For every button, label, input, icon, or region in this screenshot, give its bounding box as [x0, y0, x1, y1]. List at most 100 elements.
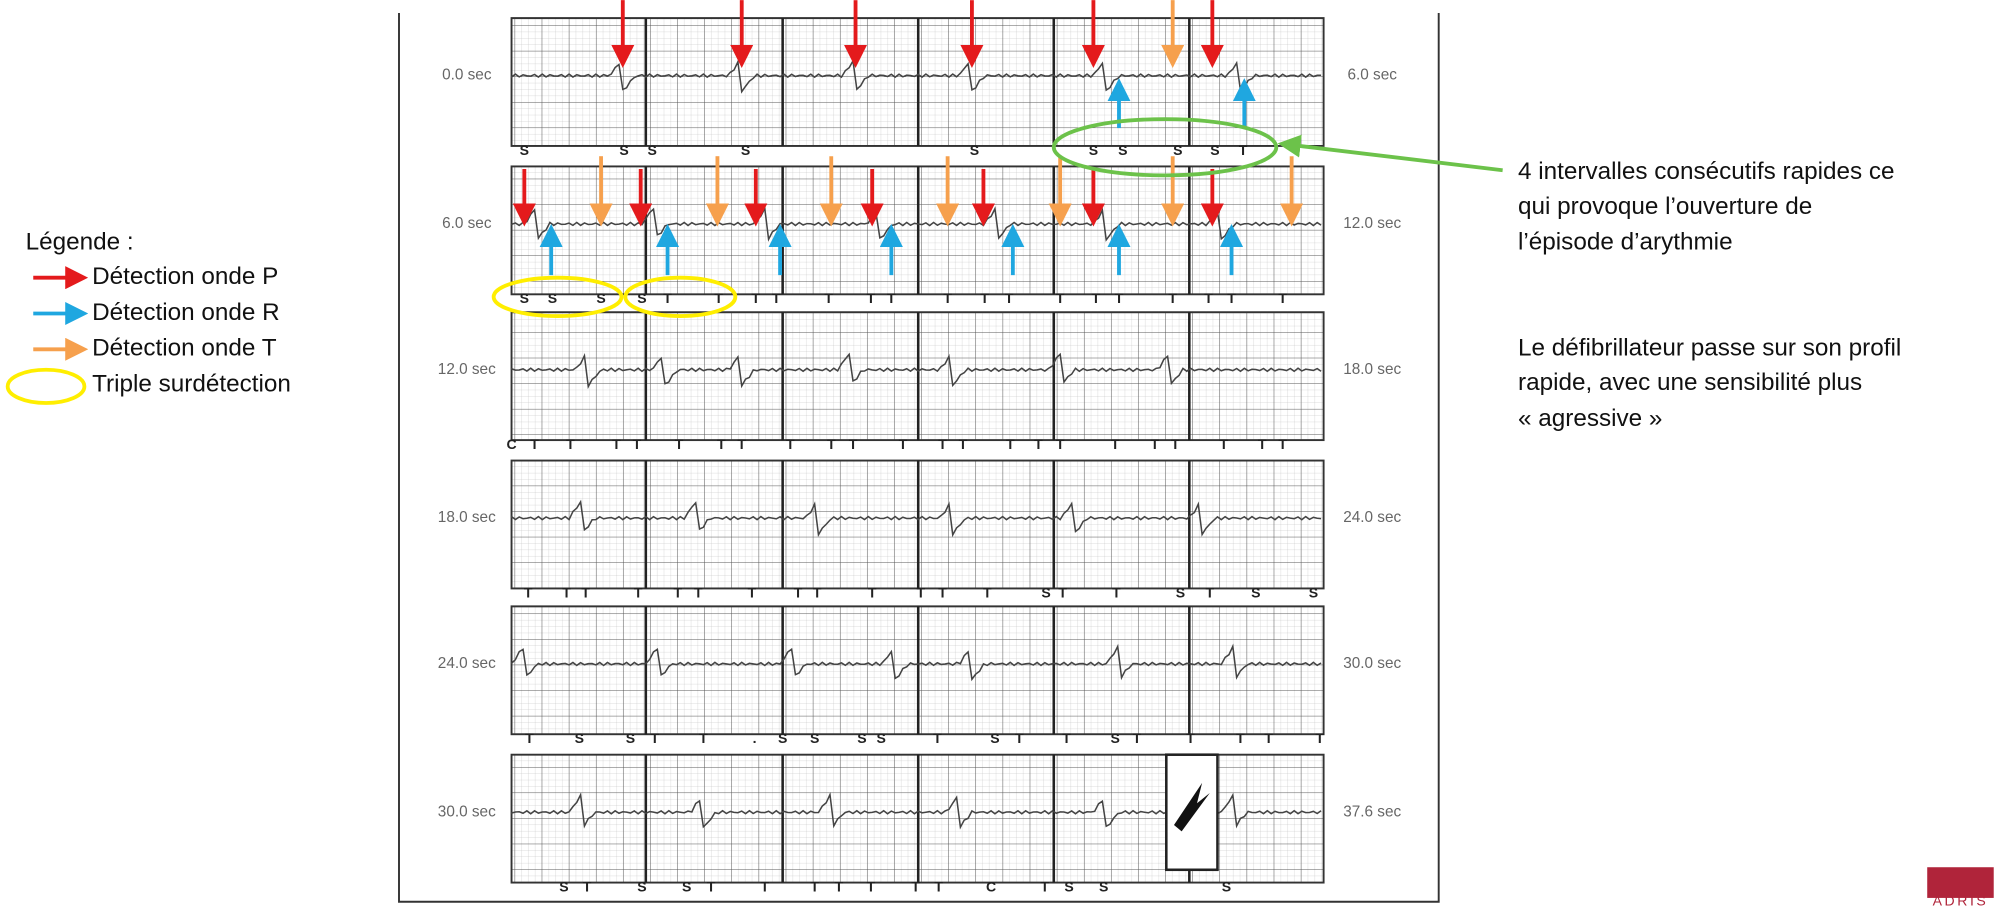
- marker: S: [1099, 878, 1108, 894]
- marker: T: [1062, 730, 1071, 746]
- marker: T: [772, 290, 781, 306]
- marker: S: [637, 878, 646, 894]
- marker: T: [714, 290, 723, 306]
- marker: S: [520, 290, 529, 306]
- time-end: 24.0 sec: [1343, 509, 1401, 526]
- marker: S: [1251, 584, 1260, 600]
- marker: T: [786, 436, 795, 452]
- marker: T: [1034, 436, 1043, 452]
- annotation: « agressive »: [1518, 405, 1662, 432]
- triple-oversensing: [623, 275, 738, 318]
- marker: T: [810, 878, 819, 894]
- time-start: 0.0 sec: [442, 67, 492, 84]
- marker: T: [983, 584, 992, 600]
- triple-oversensing: [491, 275, 624, 318]
- marker: T: [813, 584, 822, 600]
- marker: T: [1005, 290, 1014, 306]
- marker: T: [849, 436, 858, 452]
- marker: S: [741, 142, 750, 158]
- marker: T: [673, 584, 682, 600]
- marker: T: [1171, 436, 1180, 452]
- legend-item: Détection onde P: [92, 263, 278, 290]
- marker: T: [938, 436, 947, 452]
- logo-text: ADRIS: [1933, 892, 1989, 908]
- marker: T: [525, 730, 534, 746]
- legend-item: Triple surdétection: [92, 371, 291, 398]
- marker: T: [663, 290, 672, 306]
- marker: T: [752, 290, 761, 306]
- annotation: 4 intervalles consécutifs rapides ce: [1518, 158, 1895, 185]
- marker: S: [548, 290, 557, 306]
- marker: S: [1064, 878, 1073, 894]
- time-end: 30.0 sec: [1343, 655, 1401, 672]
- marker: S: [619, 142, 628, 158]
- marker: T: [675, 436, 684, 452]
- marker: T: [583, 878, 592, 894]
- callout-arrow: [1277, 134, 1503, 173]
- marker: T: [1186, 730, 1195, 746]
- time-end: 6.0 sec: [1347, 67, 1397, 84]
- marker: S: [970, 142, 979, 158]
- time-end: 37.6 sec: [1343, 803, 1401, 820]
- marker: T: [1112, 584, 1121, 600]
- marker: S: [596, 290, 605, 306]
- marker: T: [867, 290, 876, 306]
- marker: S: [1118, 142, 1127, 158]
- marker: T: [980, 290, 989, 306]
- marker: S: [559, 878, 568, 894]
- marker: T: [1168, 290, 1177, 306]
- marker: T: [1041, 878, 1050, 894]
- marker: T: [899, 436, 908, 452]
- marker: T: [760, 878, 769, 894]
- marker: T: [737, 436, 746, 452]
- marker: T: [1056, 290, 1065, 306]
- marker: T: [827, 436, 836, 452]
- marker: T: [562, 584, 571, 600]
- marker: T: [1315, 730, 1324, 746]
- time-start: 18.0 sec: [438, 509, 496, 526]
- marker: T: [612, 436, 621, 452]
- time-end: 12.0 sec: [1343, 215, 1401, 232]
- marker: T: [1278, 290, 1287, 306]
- marker: T: [530, 436, 539, 452]
- marker: T: [1006, 436, 1015, 452]
- marker: S: [1041, 584, 1050, 600]
- shock-box: [1165, 753, 1219, 872]
- marker: S: [1173, 142, 1182, 158]
- time-start: 24.0 sec: [438, 655, 496, 672]
- marker: S: [810, 730, 819, 746]
- marker: T: [650, 730, 659, 746]
- marker: T: [1056, 436, 1065, 452]
- marker: T: [1151, 436, 1160, 452]
- marker: T: [1115, 290, 1124, 306]
- marker: S: [637, 290, 646, 306]
- marker: S: [520, 142, 529, 158]
- marker: T: [938, 584, 947, 600]
- logo: [1927, 867, 1994, 898]
- marker: T: [1220, 436, 1229, 452]
- marker: S: [1089, 142, 1098, 158]
- marker: S: [626, 730, 635, 746]
- marker: T: [824, 290, 833, 306]
- time-end: 18.0 sec: [1343, 361, 1401, 378]
- marker: T: [916, 584, 925, 600]
- paper-frame: [398, 12, 1440, 903]
- marker: T: [748, 584, 757, 600]
- marker: T: [1092, 290, 1101, 306]
- marker: T: [699, 730, 708, 746]
- marker: T: [1258, 436, 1267, 452]
- annotation: qui provoque l’ouverture de: [1518, 193, 1812, 220]
- marker: T: [634, 584, 643, 600]
- marker: T: [694, 584, 703, 600]
- marker: T: [867, 878, 876, 894]
- marker: T: [1111, 436, 1120, 452]
- legend-item: Détection onde T: [92, 335, 277, 362]
- marker: S: [575, 730, 584, 746]
- marker: T: [1015, 730, 1024, 746]
- marker: S: [1222, 878, 1231, 894]
- marker: T: [1278, 436, 1287, 452]
- marker: T: [524, 584, 533, 600]
- marker: S: [682, 878, 691, 894]
- marker: S: [857, 730, 866, 746]
